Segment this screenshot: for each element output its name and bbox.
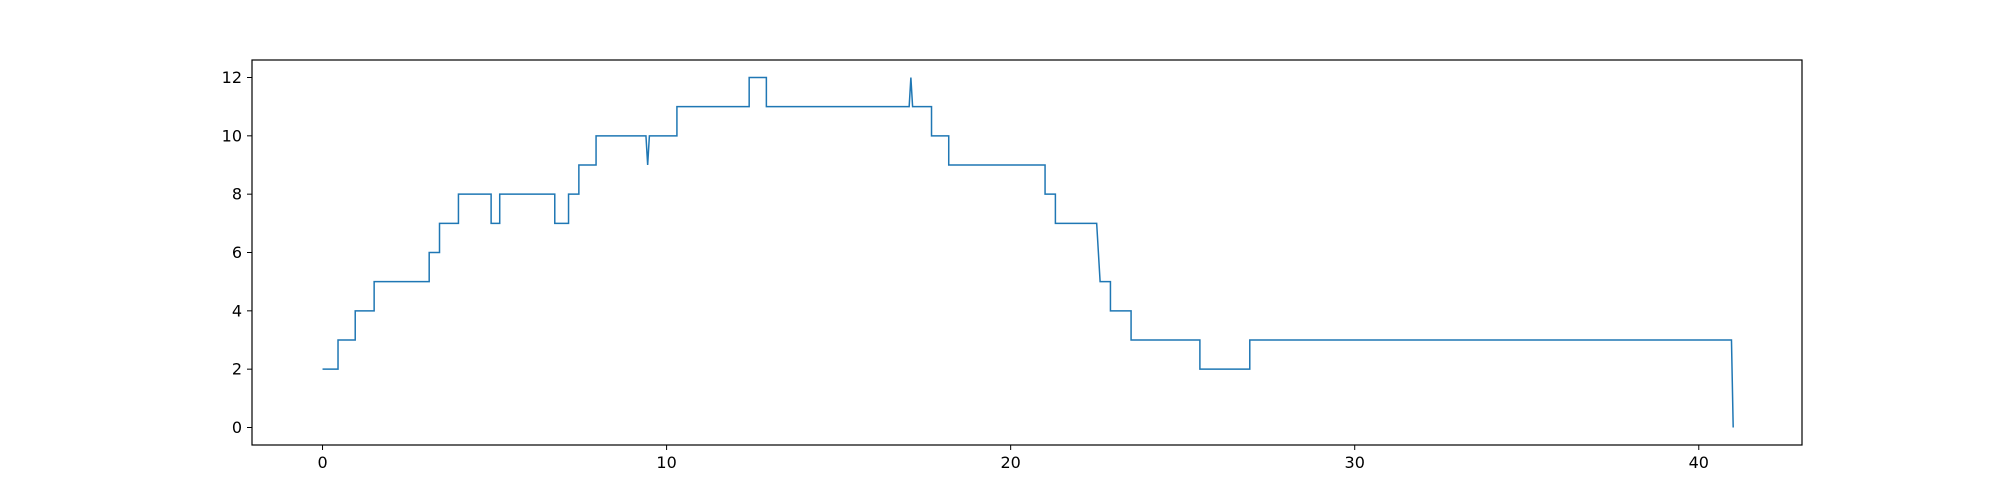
x-tick-label: 30 — [1345, 453, 1365, 472]
x-axis: 0 10 20 30 40 — [317, 445, 1709, 472]
y-tick-label: 12 — [222, 68, 242, 87]
x-tick-label: 20 — [1000, 453, 1020, 472]
series-line — [322, 76, 1734, 428]
y-axis: 0 2 4 6 8 10 12 — [222, 68, 252, 437]
y-tick-label: 4 — [232, 301, 242, 320]
x-tick-label: 0 — [317, 453, 327, 472]
y-tick-label: 8 — [232, 185, 242, 204]
x-tick-label: 10 — [656, 453, 676, 472]
y-tick-label: 10 — [222, 126, 242, 145]
plot-frame — [251, 59, 1803, 446]
y-tick-label: 6 — [232, 243, 242, 262]
y-tick-label: 0 — [232, 418, 242, 437]
x-tick-label: 40 — [1689, 453, 1709, 472]
y-tick-label: 2 — [232, 360, 242, 379]
